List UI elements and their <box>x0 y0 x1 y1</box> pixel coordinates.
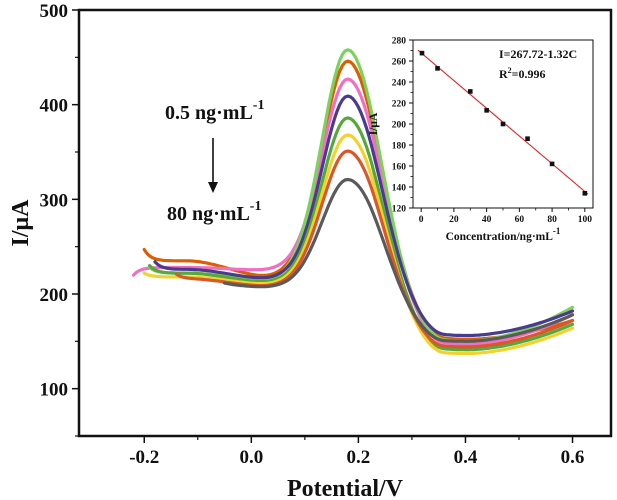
inset-x-axis-label: Concentration/ng·mL <box>446 231 554 243</box>
data-point <box>525 136 530 141</box>
inset-axes: 0 20 40 60 80 100 120 140 160 180 200 220 240 260 280 <box>392 37 592 226</box>
inset-x-tick-label: 40 <box>482 215 492 225</box>
y-tick-label: 100 <box>40 380 69 401</box>
annotation-top: 0.5 ng·mL-1 <box>165 98 264 124</box>
inset-x-axis-exp: -1 <box>553 226 561 236</box>
inset-y-axis-title: I/μA <box>368 112 380 135</box>
inset-y-tick-label: 160 <box>392 163 407 173</box>
annotation-bottom-label: 80 ng·mL <box>167 203 250 225</box>
inset-x-tick-label: 80 <box>547 215 557 225</box>
x-tick-label: 0.6 <box>561 447 585 468</box>
data-point <box>582 191 588 196</box>
dpv-curve-2 <box>131 77 575 346</box>
annotation-top-exp: -1 <box>253 98 265 113</box>
y-tick-label: 300 <box>40 190 69 211</box>
data-point <box>435 66 440 71</box>
inset-content <box>417 49 589 196</box>
y-tick-label: 400 <box>40 96 69 117</box>
inset-x-tick-label: 0 <box>419 215 424 225</box>
inset-y-tick-label: 120 <box>392 205 407 215</box>
dpv-curve-8 <box>222 177 575 343</box>
r2-prefix: R <box>499 67 508 81</box>
fit-r-squared: R2=0.996 <box>499 66 546 81</box>
annotation-bottom: 80 ng·mL-1 <box>167 199 261 225</box>
dpv-curve-6 <box>142 133 575 356</box>
y-axis-title: I/μA <box>8 199 34 247</box>
inset-x-tick-label: 100 <box>578 215 593 225</box>
x-tick-label: 0.2 <box>347 447 371 468</box>
x-tick-label: -0.2 <box>129 447 159 468</box>
annotation-bottom-exp: -1 <box>250 199 262 214</box>
main-plot-frame <box>77 8 613 438</box>
data-point <box>549 161 555 167</box>
inset-y-tick-label: 240 <box>392 79 407 89</box>
down-arrow-icon <box>208 138 218 193</box>
dpv-curve-5 <box>148 116 575 352</box>
inset-y-tick-label: 220 <box>392 100 407 110</box>
inset-y-tick-label: 180 <box>392 142 407 152</box>
y-tick-label: 200 <box>40 285 69 306</box>
x-tick-label: 0.4 <box>454 447 478 468</box>
inset-y-tick-label: 260 <box>392 58 407 68</box>
r2-value: =0.996 <box>512 67 546 81</box>
data-point <box>484 108 489 113</box>
inset-x-tick-label: 20 <box>449 215 459 225</box>
inset-y-tick-label: 280 <box>392 37 407 47</box>
data-point <box>419 50 425 56</box>
x-tick-label: 0.0 <box>239 447 263 468</box>
r2-exp: 2 <box>508 66 512 75</box>
annotation-top-label: 0.5 ng·mL <box>165 102 253 124</box>
dpv-curve-4 <box>153 94 575 338</box>
main-series-group <box>131 48 575 356</box>
inset-y-tick-label: 200 <box>392 121 407 131</box>
x-axis-title: Potential/V <box>287 476 404 500</box>
inset-x-axis-title: Concentration/ng·mL-1 <box>446 226 561 243</box>
data-point <box>467 89 473 94</box>
y-tick-label: 500 <box>40 1 69 22</box>
fit-equation: I=267.72-1.32C <box>499 47 577 61</box>
data-point <box>500 121 506 127</box>
inset-x-tick-label: 60 <box>515 215 525 225</box>
inset-y-tick-label: 140 <box>392 184 407 194</box>
